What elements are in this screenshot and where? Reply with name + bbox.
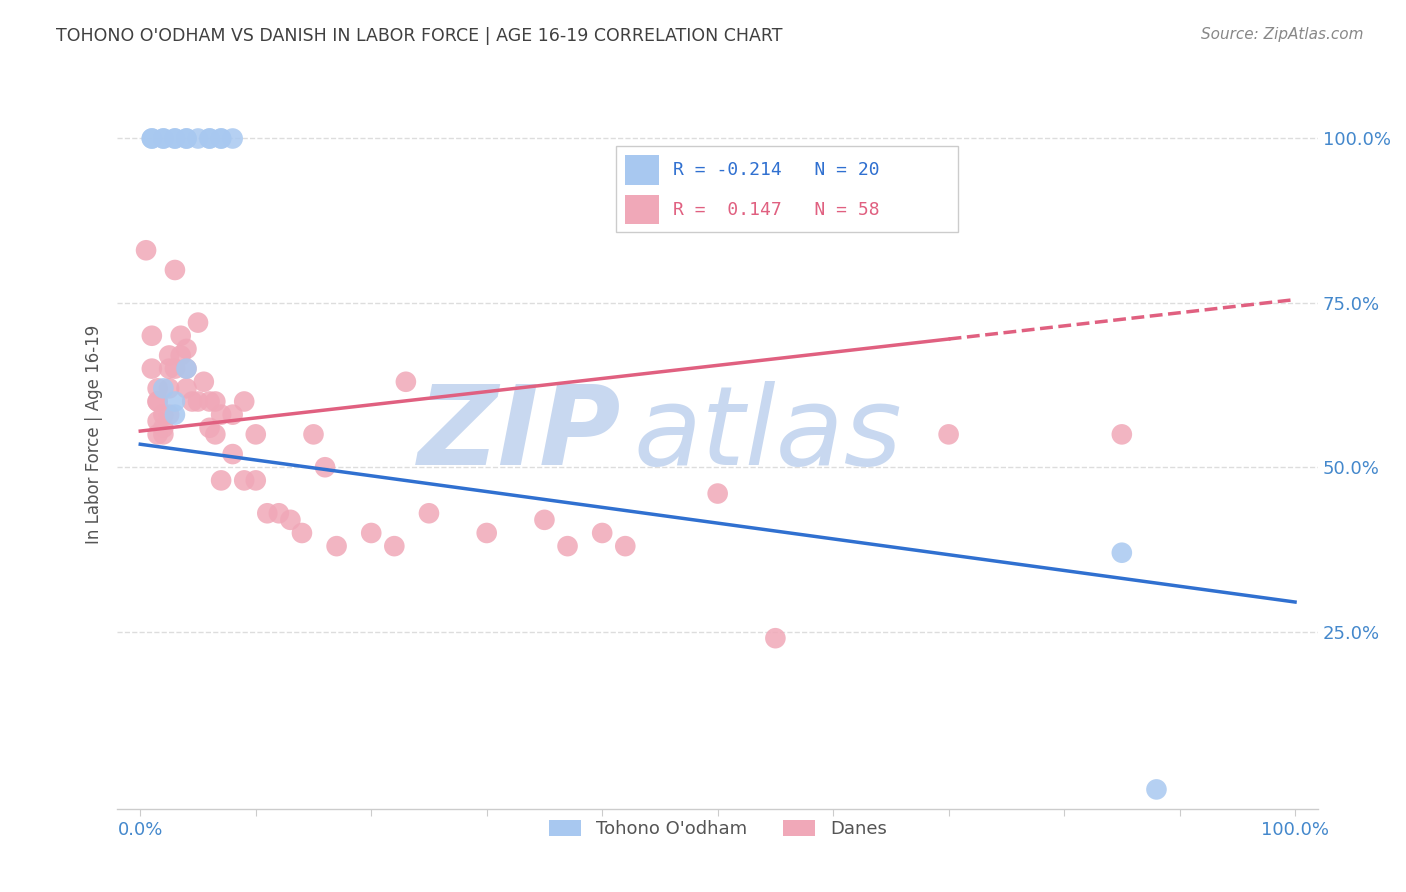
Point — [763, 631, 786, 645]
Bar — [626, 194, 659, 225]
Point — [152, 381, 174, 395]
Point — [706, 486, 728, 500]
Point — [221, 447, 243, 461]
Point — [163, 131, 186, 145]
Point — [176, 342, 198, 356]
Point — [176, 361, 198, 376]
Text: TOHONO O'ODHAM VS DANISH IN LABOR FORCE | AGE 16-19 CORRELATION CHART: TOHONO O'ODHAM VS DANISH IN LABOR FORCE … — [56, 27, 783, 45]
Point — [157, 408, 180, 422]
Point — [591, 526, 613, 541]
Point — [302, 427, 325, 442]
Point — [198, 131, 221, 145]
Point — [475, 526, 498, 541]
Point — [267, 506, 290, 520]
Point — [245, 474, 267, 488]
Point — [418, 506, 440, 520]
Point — [198, 131, 221, 145]
Point — [256, 506, 278, 520]
Point — [146, 394, 169, 409]
Text: ZIP: ZIP — [418, 381, 621, 488]
Point — [187, 316, 209, 330]
Point — [204, 394, 226, 409]
Point — [198, 421, 221, 435]
Text: atlas: atlas — [634, 381, 903, 488]
Point — [221, 131, 243, 145]
Point — [141, 131, 163, 145]
Point — [209, 408, 232, 422]
Point — [360, 526, 382, 541]
Point — [291, 526, 314, 541]
Point — [176, 361, 198, 376]
Point — [533, 513, 555, 527]
Point — [152, 427, 174, 442]
Point — [1111, 546, 1133, 560]
Point — [245, 427, 267, 442]
Point — [187, 131, 209, 145]
Point — [204, 427, 226, 442]
Point — [146, 394, 169, 409]
Point — [221, 408, 243, 422]
Text: R =  0.147   N = 58: R = 0.147 N = 58 — [673, 201, 880, 219]
Text: Source: ZipAtlas.com: Source: ZipAtlas.com — [1201, 27, 1364, 42]
Point — [141, 328, 163, 343]
Legend: Tohono O'odham, Danes: Tohono O'odham, Danes — [541, 813, 894, 845]
Point — [1111, 427, 1133, 442]
Point — [198, 394, 221, 409]
Text: R = -0.214   N = 20: R = -0.214 N = 20 — [673, 161, 880, 178]
Point — [170, 349, 193, 363]
Point — [135, 244, 157, 258]
Point — [152, 421, 174, 435]
Point — [157, 381, 180, 395]
Point — [233, 474, 256, 488]
Point — [209, 131, 232, 145]
Point — [146, 414, 169, 428]
Point — [163, 131, 186, 145]
Point — [1146, 782, 1168, 797]
Point — [141, 131, 163, 145]
Point — [146, 381, 169, 395]
Point — [314, 460, 336, 475]
Point — [938, 427, 960, 442]
Point — [193, 375, 215, 389]
Point — [176, 381, 198, 395]
Point — [187, 394, 209, 409]
Point — [382, 539, 405, 553]
Point — [146, 427, 169, 442]
FancyBboxPatch shape — [616, 145, 957, 232]
Point — [163, 263, 186, 277]
Point — [157, 349, 180, 363]
Point — [163, 408, 186, 422]
Point — [233, 394, 256, 409]
Point — [557, 539, 579, 553]
Point — [181, 394, 204, 409]
Point — [152, 408, 174, 422]
Point — [176, 131, 198, 145]
Point — [163, 394, 186, 409]
Point — [209, 474, 232, 488]
Y-axis label: In Labor Force | Age 16-19: In Labor Force | Age 16-19 — [86, 325, 103, 544]
Point — [280, 513, 302, 527]
Point — [152, 131, 174, 145]
Bar — [626, 155, 659, 185]
Point — [614, 539, 637, 553]
Point — [176, 131, 198, 145]
Point — [163, 361, 186, 376]
Point — [152, 131, 174, 145]
Point — [170, 328, 193, 343]
Point — [395, 375, 418, 389]
Point — [209, 131, 232, 145]
Point — [141, 361, 163, 376]
Point — [325, 539, 347, 553]
Point — [157, 361, 180, 376]
